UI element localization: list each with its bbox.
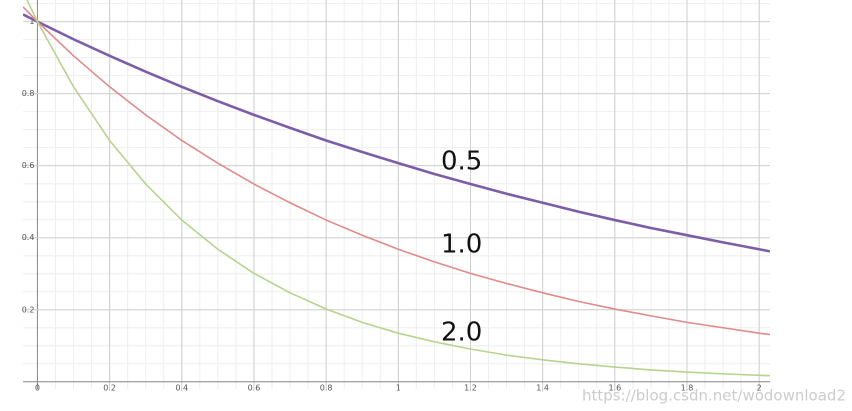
series-label: 1.0 xyxy=(441,230,482,260)
x-tick-label: 0 xyxy=(35,384,40,393)
y-tick-label: 0.2 xyxy=(22,305,35,314)
x-tick-label: 2 xyxy=(757,384,762,393)
series-line xyxy=(23,6,770,336)
y-tick-label: 1 xyxy=(29,17,34,26)
x-tick-label: 1.4 xyxy=(536,384,549,393)
x-tick-label: 1.2 xyxy=(464,384,477,393)
x-tick-label: 1.8 xyxy=(681,384,694,393)
series-label: 0.5 xyxy=(441,147,482,177)
x-tick-label: 0.8 xyxy=(320,384,333,393)
x-tick-label: 1 xyxy=(396,384,401,393)
series-line xyxy=(26,0,770,377)
x-tick-label: 0.2 xyxy=(103,384,116,393)
y-tick-label: 0.6 xyxy=(22,161,35,170)
x-tick-label: 1.6 xyxy=(608,384,621,393)
plot-area xyxy=(23,0,770,377)
y-tick-label: 0.8 xyxy=(22,89,35,98)
x-tick-label: 0.6 xyxy=(248,384,261,393)
grid: 0 0.2 0.4 0.6 0.8 1 1.2 1.4 1.6 1.8 2 0.2 0.4 0.6 0.8 1 xyxy=(22,0,770,393)
y-tick-label: 0.4 xyxy=(22,233,35,242)
series-label: 2.0 xyxy=(441,318,482,348)
watermark: https://blog.csdn.net/wodownload2 xyxy=(582,387,846,405)
series-line xyxy=(23,13,770,253)
x-tick-label: 0.4 xyxy=(175,384,188,393)
